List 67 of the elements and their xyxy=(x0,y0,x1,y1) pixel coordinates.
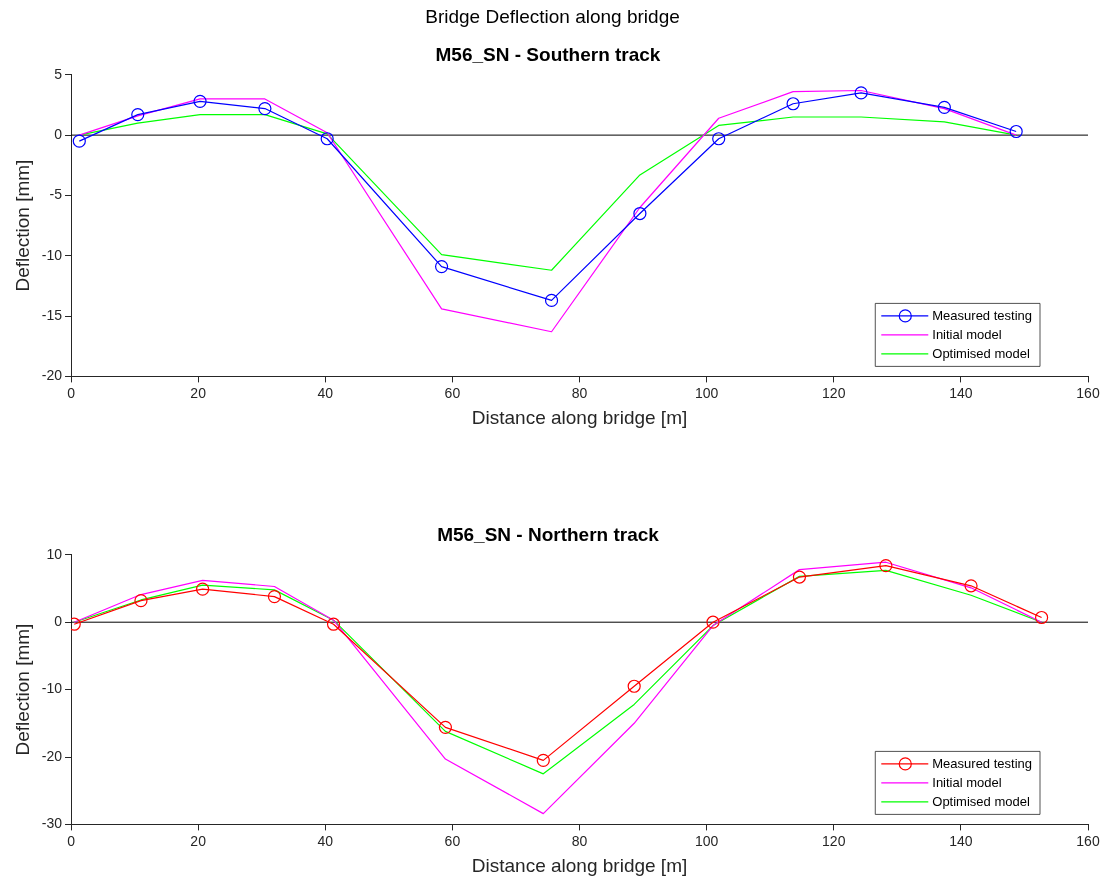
point xyxy=(627,679,641,693)
point xyxy=(320,132,334,146)
y-tick-label: -20 xyxy=(41,367,63,384)
point xyxy=(964,579,978,593)
point xyxy=(1009,124,1023,139)
x-tick-label: 120 xyxy=(822,384,846,401)
point xyxy=(544,293,559,307)
point xyxy=(131,108,145,122)
x-tick-label: 20 xyxy=(190,832,207,849)
x-tick-label: 160 xyxy=(1076,384,1100,401)
y-axis-title: Deflection [mm] xyxy=(11,623,33,756)
point xyxy=(434,260,449,274)
point xyxy=(267,589,282,604)
legend-label: Initial model xyxy=(932,775,1002,791)
chart-title: M56_SN - Southern track xyxy=(435,43,661,65)
x-axis-title: Distance along bridge [m] xyxy=(471,406,688,428)
x-tick-label: 120 xyxy=(822,832,846,849)
y-tick-label: -10 xyxy=(41,680,63,697)
x-tick-label: 20 xyxy=(190,384,207,401)
x-tick-label: 160 xyxy=(1076,832,1100,849)
point xyxy=(196,582,210,596)
x-tick-label: 140 xyxy=(949,832,973,849)
point xyxy=(633,206,647,221)
legend-label: Optimised model xyxy=(932,346,1030,362)
y-axis-title: Deflection [mm] xyxy=(11,159,33,292)
y-tick-label: -15 xyxy=(41,306,63,323)
point xyxy=(854,86,868,100)
point xyxy=(326,617,341,631)
point xyxy=(792,570,807,584)
y-tick-label: -5 xyxy=(49,186,63,203)
x-tick-label: 60 xyxy=(444,384,461,401)
point xyxy=(706,615,720,629)
y-tick-label: -10 xyxy=(41,246,63,263)
point xyxy=(72,134,86,148)
x-tick-label: 0 xyxy=(67,832,76,849)
point xyxy=(438,720,453,734)
text: Bridge Deflection along bridge xyxy=(424,6,681,28)
x-tick-label: 60 xyxy=(444,832,461,849)
x-tick-label: 0 xyxy=(67,384,76,401)
x-tick-label: 80 xyxy=(571,384,588,401)
legend-label: Optimised model xyxy=(932,794,1030,810)
legend-label: Measured testing xyxy=(932,308,1033,324)
y-tick-label: 0 xyxy=(54,125,63,142)
y-tick-label: -20 xyxy=(41,747,63,764)
point xyxy=(879,558,893,573)
legend-label: Measured testing xyxy=(932,756,1033,772)
x-tick-label: 100 xyxy=(694,832,719,849)
x-tick-label: 100 xyxy=(694,384,719,401)
y-tick-label: 5 xyxy=(54,65,63,82)
x-tick-label: 80 xyxy=(571,832,588,849)
point xyxy=(134,594,148,608)
point xyxy=(712,132,726,146)
legend-label: Initial model xyxy=(932,327,1002,343)
y-tick-label: -30 xyxy=(41,815,63,832)
point xyxy=(786,97,800,111)
y-tick-label: 0 xyxy=(54,613,63,630)
point xyxy=(258,101,272,116)
point xyxy=(1035,610,1049,625)
x-tick-label: 40 xyxy=(317,384,334,401)
chart-title: M56_SN - Northern track xyxy=(437,523,660,545)
x-tick-label: 40 xyxy=(317,832,334,849)
y-tick-label: 10 xyxy=(46,545,63,562)
point xyxy=(536,753,550,767)
x-tick-label: 140 xyxy=(949,384,973,401)
x-axis-title: Distance along bridge [m] xyxy=(471,854,688,876)
point xyxy=(937,100,951,114)
point xyxy=(193,94,207,108)
